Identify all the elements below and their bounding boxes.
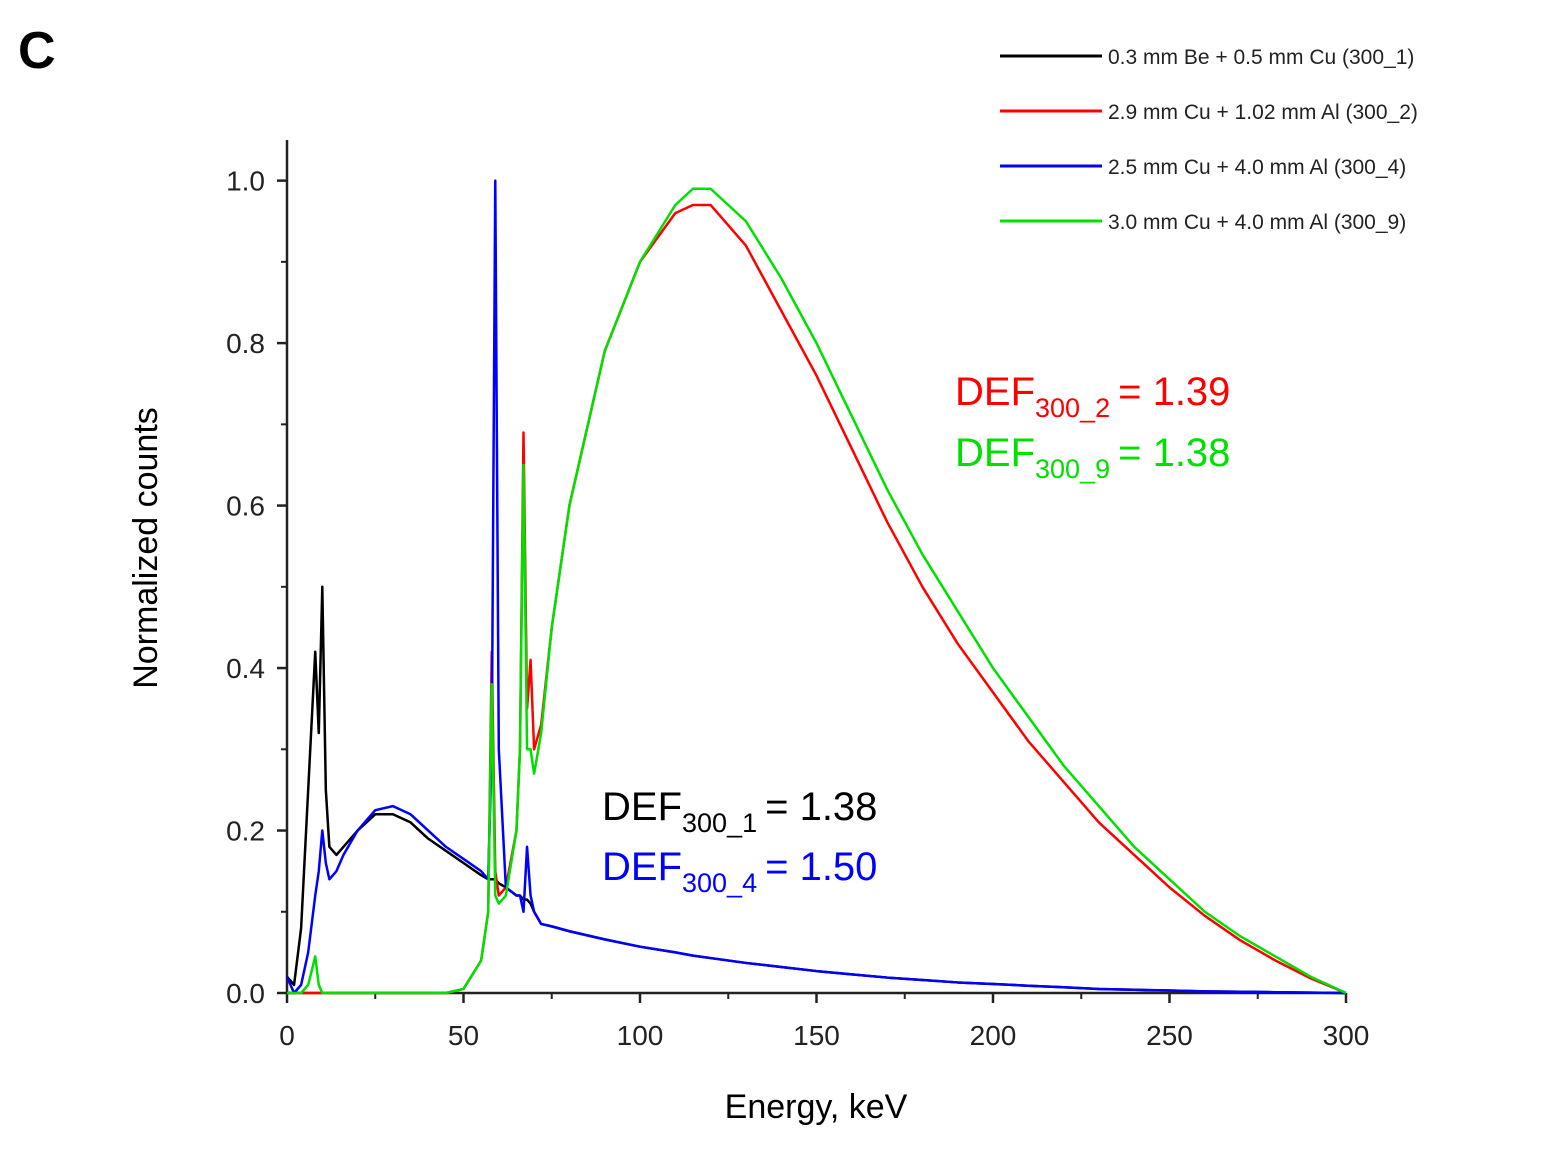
annotation: DEF300_4 = 1.50 bbox=[602, 845, 877, 898]
x-tick-label: 150 bbox=[793, 1020, 840, 1051]
annotation-sub: 300_1 bbox=[682, 808, 757, 838]
x-axis-label: Energy, keV bbox=[725, 1088, 908, 1126]
legend-label: 2.5 mm Cu + 4.0 mm Al (300_4) bbox=[1108, 156, 1406, 179]
annotation-text: DEF bbox=[955, 431, 1035, 475]
y-tick-label: 0.8 bbox=[226, 328, 265, 359]
panel-label: C bbox=[18, 22, 56, 80]
annotation-rest: = 1.50 bbox=[765, 845, 877, 889]
legend-label: 3.0 mm Cu + 4.0 mm Al (300_9) bbox=[1108, 211, 1406, 234]
x-tick-label: 200 bbox=[970, 1020, 1017, 1051]
y-tick-label: 1.0 bbox=[226, 166, 265, 197]
x-tick-label: 300 bbox=[1323, 1020, 1370, 1051]
annotation-sub: 300_9 bbox=[1035, 454, 1110, 484]
annotation-text: DEF bbox=[955, 370, 1035, 414]
x-tick-label: 0 bbox=[279, 1020, 295, 1051]
x-tick-label: 50 bbox=[448, 1020, 479, 1051]
annotation-rest: = 1.38 bbox=[765, 785, 877, 829]
annotation-sub: 300_2 bbox=[1035, 393, 1110, 423]
annotation-sub: 300_4 bbox=[682, 868, 757, 898]
annotation: DEF300_9 = 1.38 bbox=[955, 431, 1230, 484]
annotation-rest: = 1.39 bbox=[1118, 370, 1230, 414]
annotation: DEF300_2 = 1.39 bbox=[955, 370, 1230, 423]
legend-label: 2.9 mm Cu + 1.02 mm Al (300_2) bbox=[1108, 101, 1418, 124]
annotation-text: DEF bbox=[602, 785, 682, 829]
annotation-rest: = 1.38 bbox=[1118, 431, 1230, 475]
y-tick-label: 0.6 bbox=[226, 491, 265, 522]
annotation: DEF300_1 = 1.38 bbox=[602, 785, 877, 838]
legend-label: 0.3 mm Be + 0.5 mm Cu (300_1) bbox=[1108, 46, 1414, 69]
y-tick-label: 0.0 bbox=[226, 978, 265, 1009]
x-tick-label: 250 bbox=[1146, 1020, 1193, 1051]
y-tick-label: 0.2 bbox=[226, 816, 265, 847]
x-tick-label: 100 bbox=[617, 1020, 664, 1051]
series-line bbox=[287, 187, 1347, 995]
annotation-text: DEF bbox=[602, 845, 682, 889]
y-tick-label: 0.4 bbox=[226, 653, 265, 684]
annotations: DEF300_2 = 1.39 DEF300_9 = 1.38 DEF300_1 = … bbox=[602, 370, 1230, 898]
y-axis-label: Normalized counts bbox=[127, 407, 165, 689]
series-line bbox=[285, 179, 1347, 995]
